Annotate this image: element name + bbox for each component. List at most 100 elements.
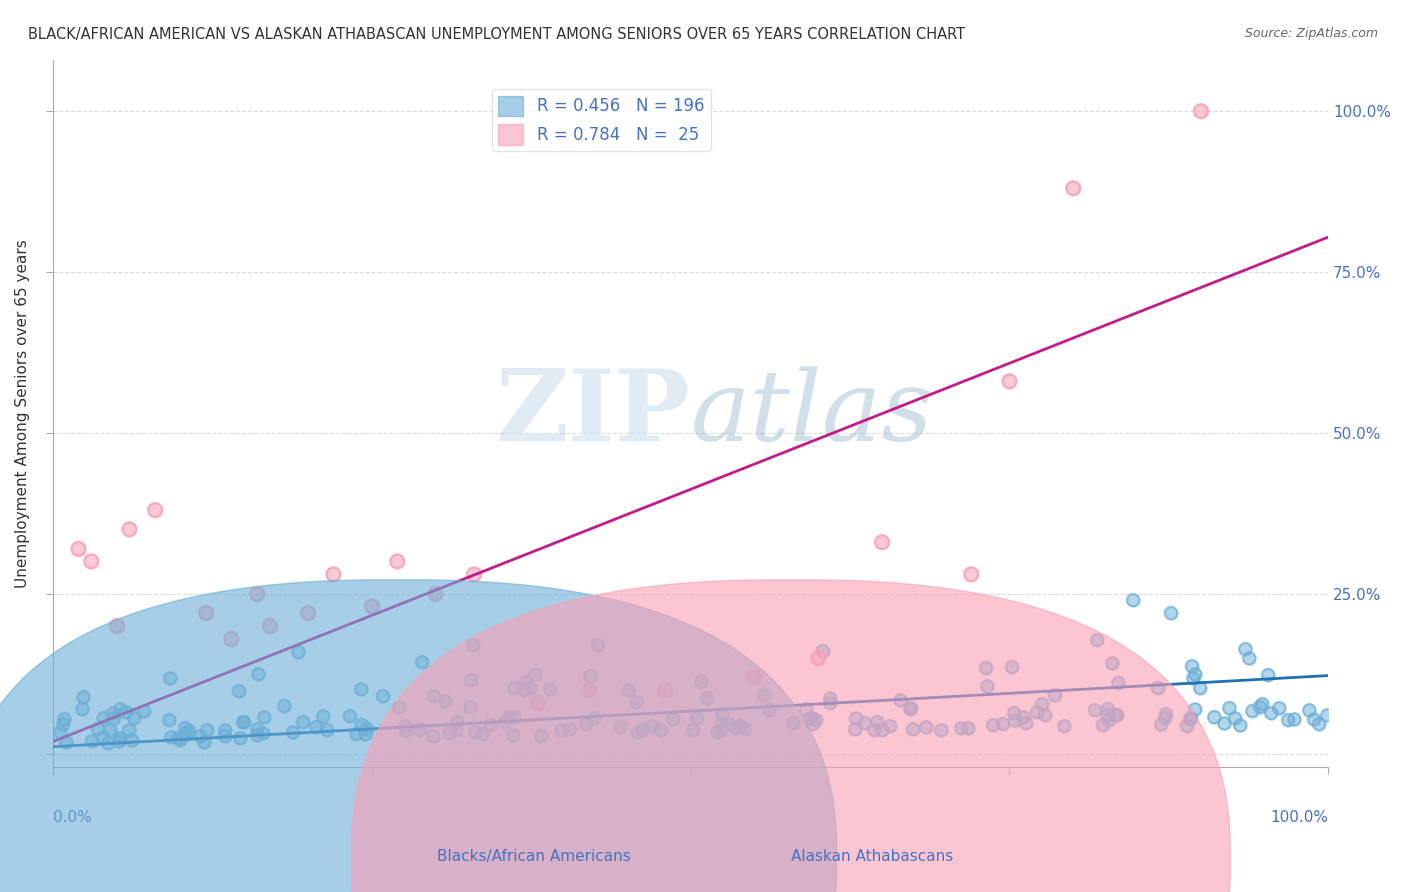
Point bbox=[758, 703, 780, 717]
Point bbox=[354, 727, 377, 741]
Point bbox=[460, 673, 482, 687]
Point bbox=[80, 734, 103, 748]
Point bbox=[52, 717, 75, 731]
Point bbox=[246, 722, 269, 736]
Point bbox=[1284, 713, 1306, 727]
Point bbox=[519, 681, 541, 695]
Point bbox=[339, 709, 361, 723]
Point bbox=[232, 715, 254, 730]
Point bbox=[801, 711, 824, 725]
Point bbox=[72, 702, 94, 716]
Point bbox=[247, 667, 270, 681]
Point bbox=[166, 731, 188, 745]
Point bbox=[696, 690, 718, 705]
Point bbox=[974, 660, 997, 674]
Point bbox=[845, 711, 868, 725]
Point bbox=[530, 729, 553, 743]
Point bbox=[710, 716, 733, 731]
Point bbox=[444, 723, 467, 737]
Point bbox=[101, 706, 124, 721]
FancyBboxPatch shape bbox=[352, 580, 1230, 892]
Point bbox=[159, 671, 181, 685]
Point bbox=[87, 722, 110, 736]
Point bbox=[437, 726, 460, 740]
Point bbox=[550, 723, 572, 738]
Point bbox=[108, 734, 131, 748]
Point bbox=[1184, 702, 1206, 716]
Point bbox=[583, 711, 606, 725]
Point bbox=[221, 632, 243, 646]
Point bbox=[863, 723, 886, 737]
Point bbox=[818, 696, 841, 710]
Point bbox=[710, 716, 733, 731]
Point bbox=[80, 554, 103, 568]
Point bbox=[350, 717, 373, 731]
Point bbox=[1308, 716, 1330, 731]
Point bbox=[179, 723, 201, 738]
Point bbox=[1101, 657, 1123, 671]
Point bbox=[1175, 719, 1198, 733]
Point bbox=[422, 689, 444, 703]
Point bbox=[121, 733, 143, 747]
Point bbox=[981, 718, 1004, 732]
Point bbox=[631, 723, 654, 737]
Point bbox=[1025, 705, 1047, 719]
Point bbox=[103, 711, 125, 725]
Point bbox=[730, 718, 752, 732]
Point bbox=[898, 701, 921, 715]
Point bbox=[811, 643, 834, 657]
Point bbox=[981, 718, 1004, 732]
Point bbox=[55, 735, 77, 749]
Point bbox=[159, 671, 181, 685]
Point bbox=[121, 733, 143, 747]
Point bbox=[395, 723, 418, 738]
Point bbox=[976, 680, 998, 694]
Point bbox=[586, 638, 609, 652]
Point bbox=[1012, 710, 1035, 724]
Point bbox=[661, 712, 683, 726]
Point bbox=[1241, 704, 1264, 718]
Point bbox=[291, 714, 314, 729]
Point bbox=[1184, 667, 1206, 681]
Point bbox=[609, 720, 631, 734]
Point bbox=[461, 638, 484, 652]
Point bbox=[1002, 706, 1025, 720]
Point bbox=[297, 606, 319, 620]
Point bbox=[49, 724, 72, 739]
Point bbox=[246, 728, 269, 742]
Point bbox=[387, 554, 409, 568]
Point bbox=[305, 720, 328, 734]
FancyBboxPatch shape bbox=[0, 580, 837, 892]
Point bbox=[214, 723, 236, 738]
Point bbox=[724, 721, 747, 735]
Point bbox=[519, 681, 541, 695]
Point bbox=[1257, 667, 1279, 681]
Point bbox=[229, 731, 252, 745]
Point bbox=[724, 721, 747, 735]
Point bbox=[1001, 659, 1024, 673]
Point bbox=[503, 681, 526, 696]
Point bbox=[253, 710, 276, 724]
Point bbox=[1031, 697, 1053, 711]
Point bbox=[354, 727, 377, 741]
Point bbox=[844, 723, 866, 737]
Point bbox=[1234, 641, 1257, 656]
Point bbox=[960, 567, 983, 582]
Point bbox=[550, 723, 572, 738]
Point bbox=[1178, 712, 1201, 726]
Point bbox=[583, 711, 606, 725]
Point bbox=[115, 705, 138, 719]
Point bbox=[1213, 716, 1236, 731]
Point bbox=[1084, 703, 1107, 717]
Point bbox=[179, 723, 201, 738]
Point bbox=[586, 638, 609, 652]
Point bbox=[108, 731, 131, 746]
Point bbox=[174, 721, 197, 735]
Point bbox=[52, 717, 75, 731]
Point bbox=[538, 681, 561, 696]
Point bbox=[350, 717, 373, 731]
Point bbox=[232, 714, 254, 729]
Point bbox=[1085, 632, 1108, 647]
Point bbox=[1053, 719, 1076, 733]
Point bbox=[524, 667, 547, 681]
